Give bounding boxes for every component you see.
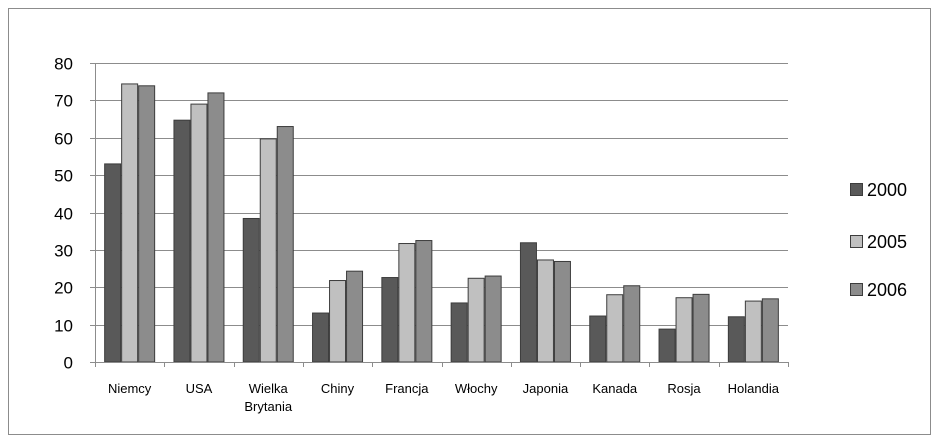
bar-2006-kanada — [623, 285, 641, 363]
bar-2005-wielka-brytania — [259, 138, 277, 363]
bar-2000-niemcy — [104, 163, 122, 363]
x-category-label: Kanada — [592, 381, 638, 396]
bar-2006-holandia — [761, 298, 779, 363]
x-category-label: Niemcy — [108, 381, 152, 396]
y-axis-ticks: 0 10 20 30 40 50 60 70 80 — [54, 55, 95, 373]
y-tick-label: 60 — [54, 130, 73, 149]
x-category-label: Holandia — [728, 381, 780, 396]
axes — [95, 63, 789, 367]
x-category-label: Japonia — [523, 381, 569, 396]
chart-frame — [8, 8, 931, 435]
x-axis-labels: Niemcy USA Wielka Brytania Chiny Francja Włoch… — [108, 381, 780, 414]
y-tick-label: 70 — [54, 92, 73, 111]
y-tick-label: 30 — [54, 242, 73, 261]
bar-2006-japonia — [553, 260, 571, 363]
bar-2005-niemcy — [121, 83, 139, 363]
y-tick-label: 80 — [54, 55, 73, 74]
x-category-label: Francja — [385, 381, 429, 396]
bar-2005-chiny — [329, 280, 347, 363]
bar-2006-francja — [415, 240, 433, 363]
legend-label-2006: 2006 — [867, 280, 907, 300]
bar-2005-japonia — [536, 259, 554, 363]
bar-2000-rosja — [658, 328, 676, 363]
bar-2006-wielka-brytania — [276, 126, 294, 363]
bar-2000-kanada — [589, 315, 607, 363]
legend-swatch-2005 — [850, 235, 863, 248]
bar-2005-włochy — [467, 277, 485, 363]
bar-2000-usa — [173, 119, 191, 363]
bar-2005-francja — [398, 243, 416, 363]
x-category-label: Wielka Brytania — [244, 381, 292, 414]
bar-2005-kanada — [606, 294, 624, 363]
bar-2000-włochy — [450, 302, 468, 363]
bar-2006-włochy — [484, 275, 502, 363]
x-category-label: Rosja — [667, 381, 701, 396]
bar-2005-usa — [190, 103, 208, 363]
y-tick-label: 10 — [54, 317, 73, 336]
y-tick-label: 0 — [64, 354, 73, 373]
bar-2000-francja — [381, 277, 399, 363]
bar-2006-rosja — [692, 293, 710, 363]
bar-2000-holandia — [727, 316, 745, 363]
legend-swatch-2006 — [850, 283, 863, 296]
x-category-label: Chiny — [321, 381, 355, 396]
legend: 2000 2005 2006 — [850, 180, 907, 300]
y-tick-label: 40 — [54, 205, 73, 224]
y-tick-label: 50 — [54, 167, 73, 186]
bars — [104, 83, 779, 363]
legend-swatch-2000 — [850, 183, 863, 196]
x-category-label: USA — [186, 381, 213, 396]
bar-2005-holandia — [744, 300, 762, 363]
x-category-label: Włochy — [455, 381, 498, 396]
legend-label-2005: 2005 — [867, 232, 907, 252]
bar-2006-niemcy — [138, 85, 156, 363]
bar-2005-rosja — [675, 297, 693, 363]
bar-2000-chiny — [312, 312, 330, 363]
bar-2006-chiny — [346, 270, 364, 363]
bar-2000-wielka-brytania — [242, 217, 260, 363]
bar-2000-japonia — [519, 242, 537, 363]
bar-2006-usa — [207, 92, 225, 363]
legend-label-2000: 2000 — [867, 180, 907, 200]
y-tick-label: 20 — [54, 279, 73, 298]
